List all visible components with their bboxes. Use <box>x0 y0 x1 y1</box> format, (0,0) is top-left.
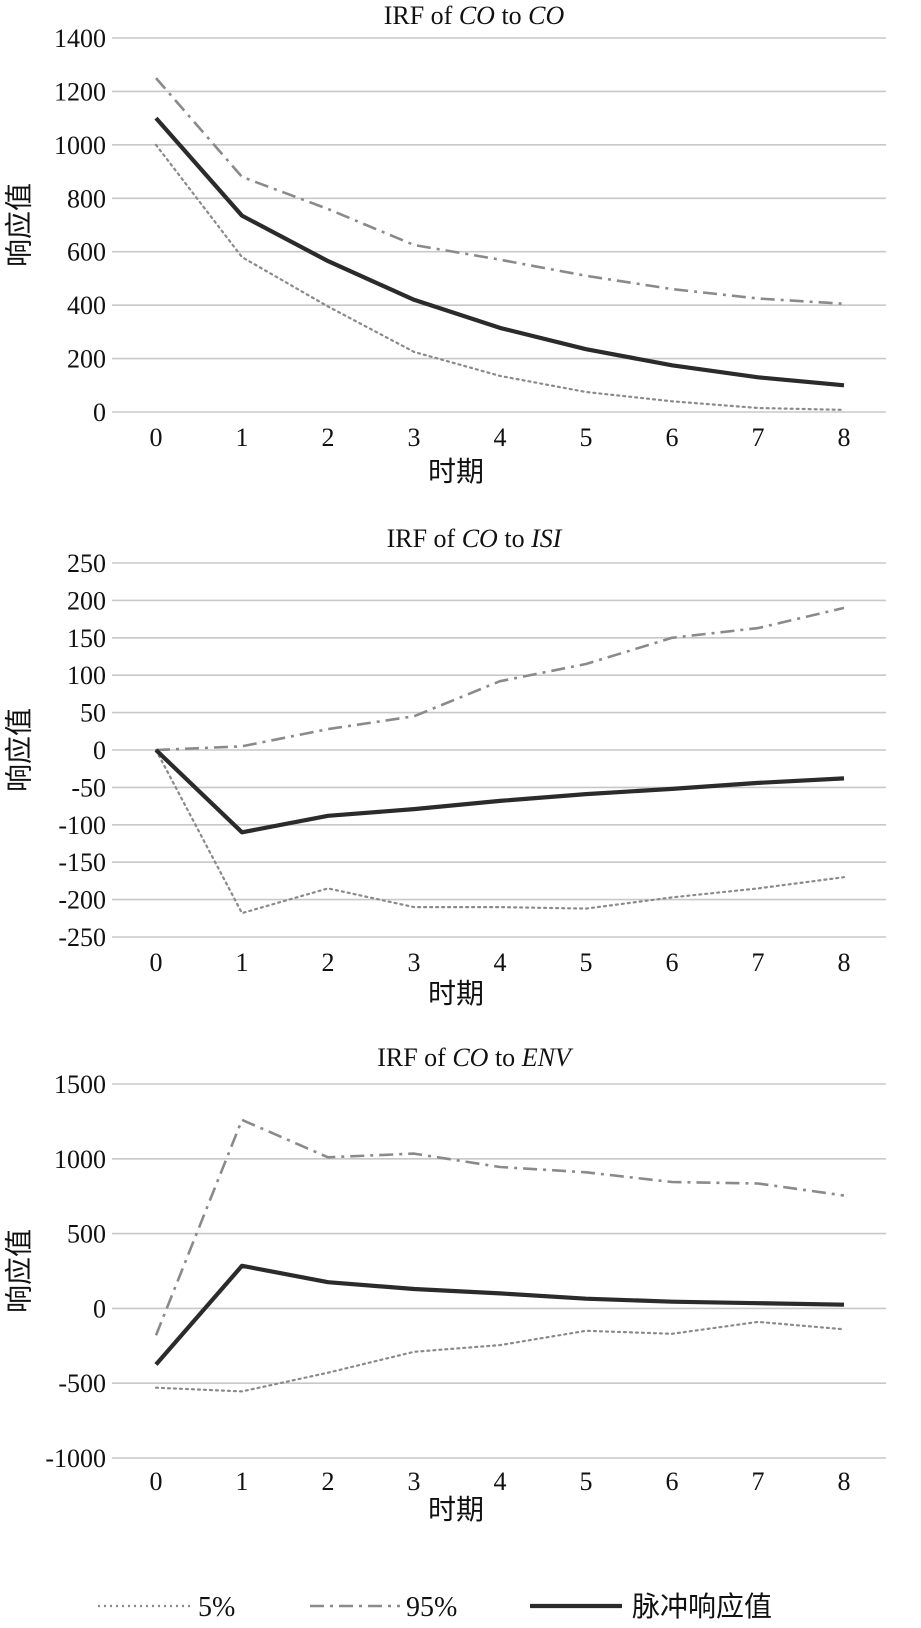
y-axis-label: 响应值 <box>3 183 35 267</box>
legend-item: 脉冲响应值 <box>530 1591 772 1623</box>
series-line-95pct <box>155 77 845 306</box>
x-tick-label: 7 <box>752 1467 765 1496</box>
y-tick-label: 1400 <box>54 24 106 53</box>
chart-title-part: IRF of <box>377 1043 452 1072</box>
series-line-irf <box>154 748 845 835</box>
y-tick-label: -100 <box>58 811 106 840</box>
x-tick-label: 6 <box>666 423 679 452</box>
series-line-95pct <box>155 606 845 752</box>
chart-title-part: ENV <box>521 1043 574 1072</box>
chart-title: IRF of CO to ENV <box>377 1043 574 1072</box>
irf-chart-3: IRF of CO to ENV -1000 -500 0 500 1000 1500 0 1 2… <box>3 1043 886 1526</box>
series-line-irf <box>154 116 845 388</box>
x-tick-label: 2 <box>322 948 335 977</box>
x-tick-label: 4 <box>494 423 507 452</box>
y-tick-label: 200 <box>67 586 106 615</box>
y-tick-label: -500 <box>58 1369 106 1398</box>
legend: 5% 95% 脉冲响应值 <box>98 1591 772 1623</box>
x-tick-label: 8 <box>838 948 851 977</box>
x-tick-label: 2 <box>322 1467 335 1496</box>
irf-chart-2: IRF of CO to ISI-250-200-150-100-5005010… <box>3 524 886 1010</box>
y-tick-label: 0 <box>93 736 106 765</box>
x-axis-label: 时期 <box>428 1494 484 1526</box>
chart-title-part: IRF of <box>384 1 459 30</box>
legend-item: 95% <box>310 1592 457 1623</box>
x-tick-label: 5 <box>580 1467 593 1496</box>
y-tick-label: 1000 <box>54 1145 106 1174</box>
series-line-irf <box>154 1263 845 1366</box>
chart-title-part: IRF of <box>387 524 462 553</box>
x-tick-label: 5 <box>580 948 593 977</box>
chart-title-part: ISI <box>530 524 563 553</box>
legend-label: 5% <box>198 1592 235 1623</box>
series-line-5pct <box>154 748 846 915</box>
x-tick-label: 0 <box>150 423 163 452</box>
charts-group: IRF of CO to CO0200400600800100012001400… <box>3 1 886 1526</box>
x-tick-label: 1 <box>236 948 249 977</box>
y-tick-label: -200 <box>58 886 106 915</box>
x-tick-label: 6 <box>666 948 679 977</box>
y-tick-label: 800 <box>67 184 106 213</box>
chart-title-part: to <box>488 1043 521 1072</box>
chart-title: IRF of CO to ISI <box>387 524 563 553</box>
series-line-95pct <box>154 1118 845 1336</box>
x-tick-label: 6 <box>666 1467 679 1496</box>
x-tick-label: 8 <box>838 423 851 452</box>
y-tick-label: 0 <box>93 398 106 427</box>
chart-title-part: to <box>498 524 531 553</box>
x-tick-label: 5 <box>580 423 593 452</box>
y-tick-label: 400 <box>67 291 106 320</box>
x-tick-label: 1 <box>236 423 249 452</box>
y-tick-label: -50 <box>71 773 106 802</box>
y-tick-label: 250 <box>67 549 106 578</box>
y-tick-label: 500 <box>67 1220 106 1249</box>
series-line-5pct <box>154 143 846 411</box>
y-tick-label: 1200 <box>54 77 106 106</box>
y-tick-label: 150 <box>67 624 106 653</box>
y-tick-label: 1000 <box>54 131 106 160</box>
x-tick-label: 4 <box>494 1467 507 1496</box>
x-tick-label: 0 <box>150 948 163 977</box>
y-tick-label: 50 <box>80 699 106 728</box>
irf-chart-1: IRF of CO to CO 0 200 400 600 800 1000 1200 1400… <box>3 1 886 488</box>
y-tick-label: 0 <box>93 1294 106 1323</box>
y-tick-label: 100 <box>67 661 106 690</box>
x-axis-label: 时期 <box>428 978 484 1010</box>
x-tick-label: 3 <box>408 1467 421 1496</box>
legend-label: 脉冲响应值 <box>632 1591 772 1623</box>
y-axis-label: 响应值 <box>3 1229 35 1313</box>
chart-title-part: CO <box>459 1 495 30</box>
chart-title-part: CO <box>528 1 564 30</box>
x-tick-label: 7 <box>752 948 765 977</box>
y-tick-label: 1500 <box>54 1070 106 1099</box>
chart-title-part: to <box>495 1 528 30</box>
y-axis-label: 响应值 <box>3 708 35 792</box>
legend-item: 5% <box>98 1592 235 1623</box>
legend-label: 95% <box>406 1592 457 1623</box>
chart-title-part: CO <box>452 1043 488 1072</box>
chart-title: IRF of CO to CO <box>384 1 565 30</box>
x-tick-label: 3 <box>408 948 421 977</box>
y-tick-label: -150 <box>58 848 106 877</box>
x-axis-label: 时期 <box>428 456 484 488</box>
x-tick-label: 1 <box>236 1467 249 1496</box>
x-tick-label: 4 <box>494 948 507 977</box>
x-tick-label: 7 <box>752 423 765 452</box>
x-tick-label: 8 <box>838 1467 851 1496</box>
chart-title-part: CO <box>462 524 498 553</box>
x-tick-label: 3 <box>408 423 421 452</box>
x-tick-label: 2 <box>322 423 335 452</box>
y-tick-label: 200 <box>67 345 106 374</box>
y-tick-label: -1000 <box>45 1444 106 1473</box>
y-tick-label: 600 <box>67 238 106 267</box>
x-tick-label: 0 <box>150 1467 163 1496</box>
y-tick-label: -250 <box>58 923 106 952</box>
series-line-5pct <box>154 1320 846 1393</box>
